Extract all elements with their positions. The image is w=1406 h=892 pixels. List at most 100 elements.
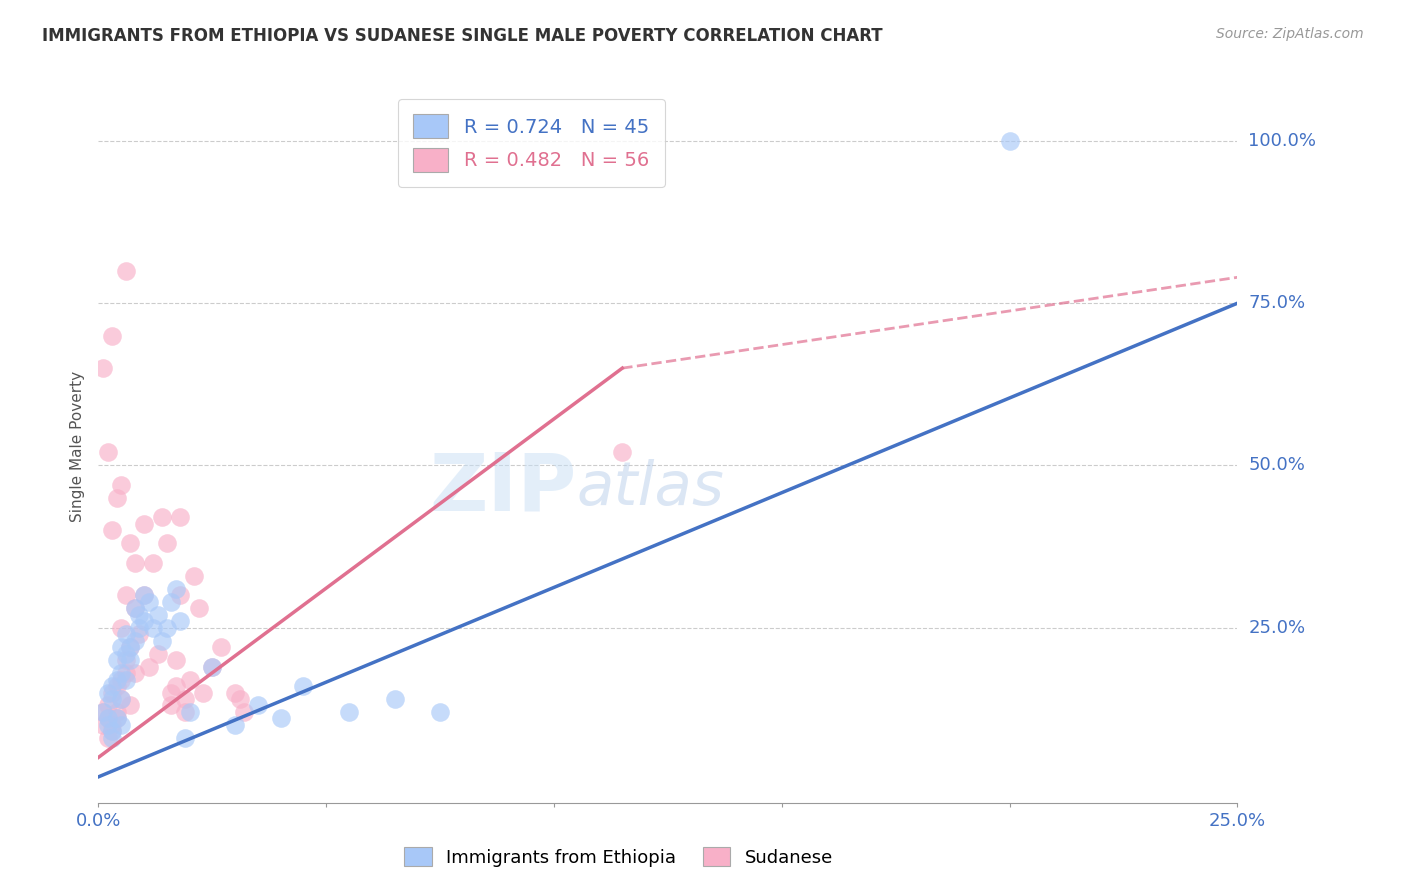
Point	[224, 718, 246, 732]
Point	[187, 601, 209, 615]
Point	[110, 692, 132, 706]
Point	[174, 692, 197, 706]
Point	[193, 685, 215, 699]
Point	[96, 731, 118, 745]
Legend: Immigrants from Ethiopia, Sudanese: Immigrants from Ethiopia, Sudanese	[398, 840, 839, 874]
Point	[91, 705, 114, 719]
Point	[110, 718, 132, 732]
Point	[174, 705, 197, 719]
Point	[612, 445, 634, 459]
Point	[150, 510, 173, 524]
Point	[105, 653, 128, 667]
Point	[165, 653, 187, 667]
Point	[209, 640, 232, 654]
Point	[105, 679, 128, 693]
Point	[105, 673, 128, 687]
Point	[114, 673, 136, 687]
Y-axis label: Single Male Poverty: Single Male Poverty	[70, 370, 86, 522]
Point	[120, 698, 142, 713]
Point	[96, 698, 118, 713]
Point	[110, 666, 132, 681]
Text: Source: ZipAtlas.com: Source: ZipAtlas.com	[1216, 27, 1364, 41]
Point	[101, 685, 124, 699]
Point	[132, 588, 155, 602]
Text: ZIP: ZIP	[429, 450, 576, 528]
Point	[101, 718, 124, 732]
Point	[183, 568, 205, 582]
Point	[201, 659, 224, 673]
Point	[105, 491, 128, 505]
Point	[160, 685, 183, 699]
Point	[96, 718, 118, 732]
Point	[120, 640, 142, 654]
Point	[429, 705, 451, 719]
Point	[96, 685, 118, 699]
Point	[246, 698, 269, 713]
Point	[124, 666, 146, 681]
Point	[124, 601, 146, 615]
Text: 50.0%: 50.0%	[1249, 457, 1305, 475]
Point	[101, 692, 124, 706]
Point	[270, 711, 292, 725]
Point	[91, 361, 114, 376]
Point	[105, 705, 128, 719]
Point	[132, 516, 155, 531]
Point	[114, 666, 136, 681]
Point	[169, 588, 191, 602]
Point	[110, 692, 132, 706]
Point	[120, 536, 142, 550]
Point	[101, 731, 124, 745]
Point	[128, 621, 150, 635]
Point	[105, 711, 128, 725]
Point	[110, 621, 132, 635]
Text: 100.0%: 100.0%	[1249, 132, 1316, 150]
Point	[174, 731, 197, 745]
Point	[114, 653, 136, 667]
Point	[179, 705, 201, 719]
Point	[124, 633, 146, 648]
Point	[101, 679, 124, 693]
Point	[337, 705, 360, 719]
Legend: R = 0.724   N = 45, R = 0.482   N = 56: R = 0.724 N = 45, R = 0.482 N = 56	[398, 99, 665, 187]
Point	[101, 524, 124, 538]
Point	[128, 607, 150, 622]
Point	[179, 673, 201, 687]
Point	[120, 653, 142, 667]
Point	[124, 556, 146, 570]
Point	[156, 621, 179, 635]
Point	[156, 536, 179, 550]
Point	[292, 679, 315, 693]
Point	[96, 711, 118, 725]
Point	[101, 724, 124, 739]
Point	[169, 614, 191, 628]
Point	[165, 582, 187, 596]
Text: atlas: atlas	[576, 459, 724, 518]
Point	[124, 601, 146, 615]
Point	[138, 595, 160, 609]
Text: IMMIGRANTS FROM ETHIOPIA VS SUDANESE SINGLE MALE POVERTY CORRELATION CHART: IMMIGRANTS FROM ETHIOPIA VS SUDANESE SIN…	[42, 27, 883, 45]
Point	[201, 659, 224, 673]
Point	[224, 685, 246, 699]
Point	[120, 640, 142, 654]
Point	[384, 692, 406, 706]
Point	[160, 595, 183, 609]
Point	[146, 647, 169, 661]
Point	[114, 588, 136, 602]
Point	[101, 724, 124, 739]
Point	[138, 659, 160, 673]
Point	[110, 673, 132, 687]
Point	[128, 627, 150, 641]
Point	[105, 711, 128, 725]
Point	[110, 478, 132, 492]
Point	[110, 640, 132, 654]
Point	[228, 692, 250, 706]
Point	[114, 627, 136, 641]
Point	[233, 705, 256, 719]
Text: 25.0%: 25.0%	[1249, 619, 1306, 637]
Text: 75.0%: 75.0%	[1249, 294, 1306, 312]
Point	[150, 633, 173, 648]
Point	[96, 711, 118, 725]
Point	[998, 134, 1021, 148]
Point	[114, 264, 136, 278]
Point	[142, 621, 165, 635]
